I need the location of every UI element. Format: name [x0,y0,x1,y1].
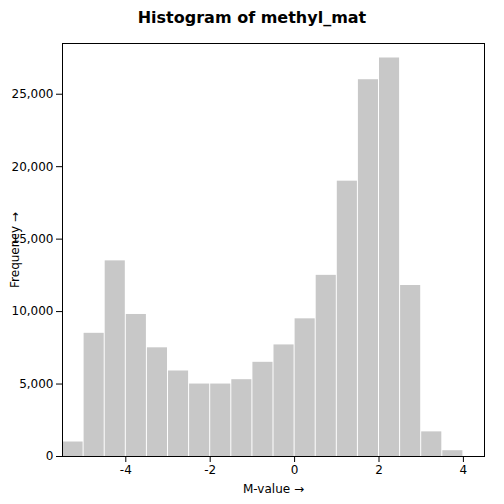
svg-text:25,000: 25,000 [12,87,54,101]
svg-text:4: 4 [460,463,468,477]
svg-text:15,000: 15,000 [11,232,54,246]
svg-text:-2: -2 [204,463,216,477]
svg-text:2: 2 [375,463,383,477]
html-text:Histogram of methyl_mat: Histogram of methyl_mat [137,8,367,27]
svg-text:10,000: 10,000 [12,304,54,318]
svg-text:Frequency →: Frequency → [8,212,22,288]
svg-text:20,000: 20,000 [12,160,54,174]
svg-text:0: 0 [46,449,54,463]
svg-text:0: 0 [291,463,299,477]
svg-text:M-value →: M-value → [243,482,304,496]
svg-text:5,000: 5,000 [19,377,53,391]
svg-text:-4: -4 [120,463,132,477]
